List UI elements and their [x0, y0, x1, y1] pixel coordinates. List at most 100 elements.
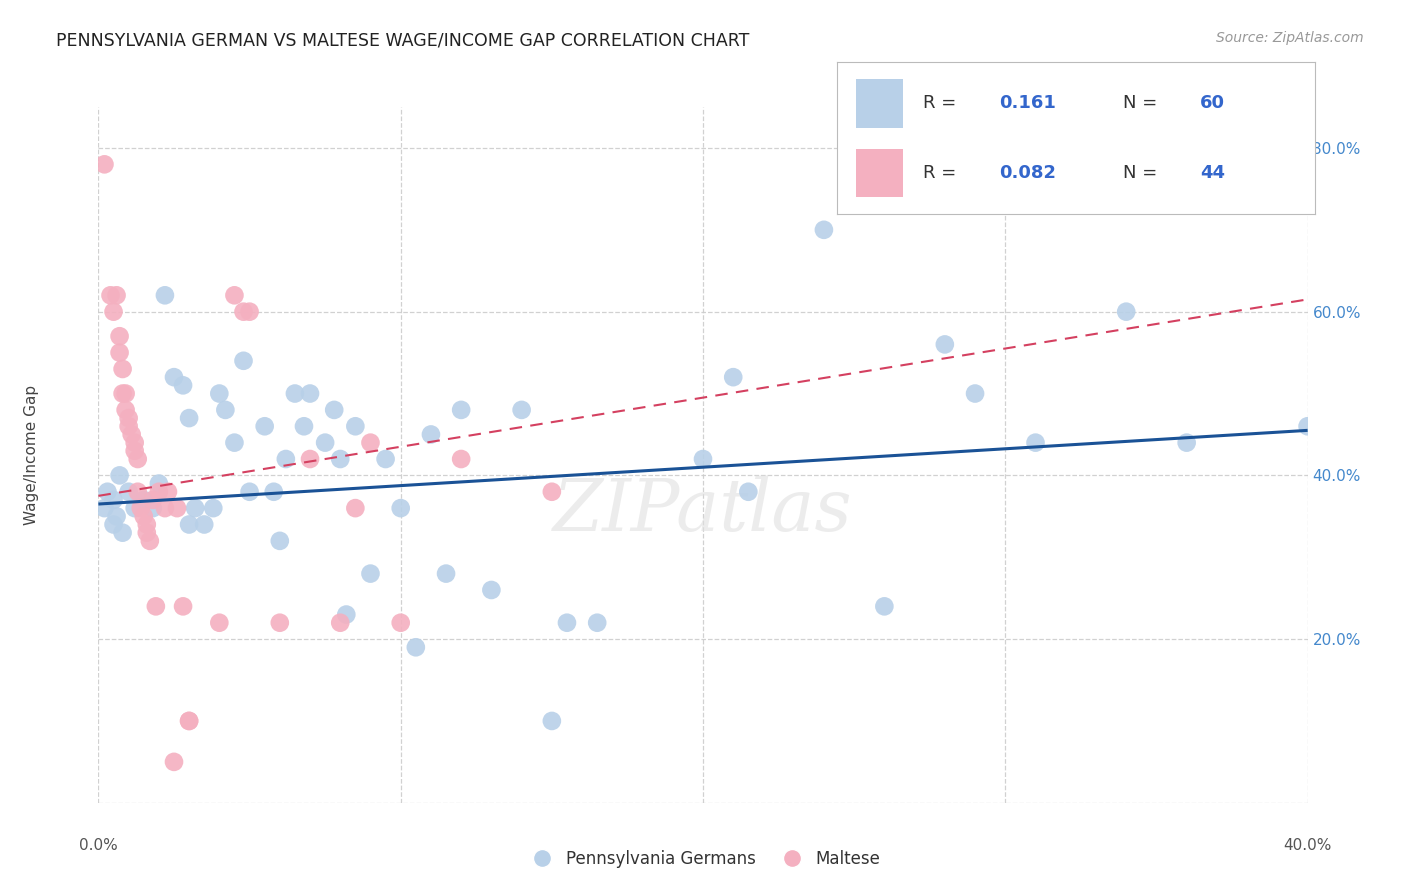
Point — [132, 509, 155, 524]
Point — [153, 288, 176, 302]
Point — [1296, 419, 1319, 434]
Point — [1175, 435, 1198, 450]
Point — [723, 370, 745, 384]
Point — [127, 452, 149, 467]
Point — [108, 329, 131, 343]
Point — [111, 525, 134, 540]
Point — [172, 599, 194, 614]
Point — [93, 157, 115, 171]
Text: N =: N = — [1123, 164, 1157, 182]
Point — [124, 435, 146, 450]
Point — [179, 714, 201, 728]
Point — [132, 492, 155, 507]
Point — [145, 599, 167, 614]
Point — [129, 501, 152, 516]
Bar — [856, 79, 904, 128]
Point — [737, 484, 759, 499]
Text: 44: 44 — [1199, 164, 1225, 182]
Point — [232, 353, 254, 368]
Point — [179, 517, 201, 532]
Text: ZIPatlas: ZIPatlas — [553, 475, 853, 546]
Point — [292, 419, 315, 434]
Point — [105, 509, 128, 524]
Point — [93, 501, 115, 516]
Point — [965, 386, 987, 401]
Point — [124, 443, 146, 458]
Point — [269, 615, 291, 630]
Point — [111, 362, 134, 376]
Point — [434, 566, 457, 581]
Text: 0.082: 0.082 — [1000, 164, 1056, 182]
Point — [1115, 304, 1137, 318]
Point — [103, 492, 125, 507]
Point — [184, 501, 207, 516]
Point — [224, 288, 246, 302]
Point — [193, 517, 215, 532]
Point — [121, 427, 143, 442]
Point — [179, 411, 201, 425]
Point — [299, 386, 322, 401]
Text: 0.0%: 0.0% — [79, 838, 118, 853]
Point — [108, 468, 131, 483]
Point — [329, 452, 352, 467]
Point — [118, 411, 141, 425]
Point — [510, 403, 533, 417]
Legend: Pennsylvania Germans, Maltese: Pennsylvania Germans, Maltese — [519, 844, 887, 875]
Point — [139, 533, 162, 548]
Point — [103, 517, 125, 532]
Point — [163, 370, 186, 384]
Point — [142, 492, 165, 507]
Point — [111, 386, 134, 401]
Point — [179, 714, 201, 728]
Point — [540, 714, 562, 728]
Point — [335, 607, 357, 622]
Point — [405, 640, 427, 655]
Point — [481, 582, 503, 597]
Point — [873, 599, 896, 614]
Point — [100, 288, 122, 302]
Point — [934, 337, 956, 351]
Point — [813, 223, 835, 237]
Point — [274, 452, 297, 467]
Bar — [856, 149, 904, 197]
Point — [118, 484, 141, 499]
Text: Source: ZipAtlas.com: Source: ZipAtlas.com — [1216, 31, 1364, 45]
Point — [239, 484, 262, 499]
Point — [114, 386, 136, 401]
Text: 60: 60 — [1199, 95, 1225, 112]
Point — [163, 755, 186, 769]
Point — [555, 615, 578, 630]
Point — [389, 501, 412, 516]
Point — [586, 615, 609, 630]
Point — [253, 419, 276, 434]
Point — [208, 615, 231, 630]
Point — [105, 288, 128, 302]
Text: R =: R = — [922, 95, 956, 112]
Point — [389, 615, 412, 630]
Point — [118, 419, 141, 434]
Point — [148, 476, 170, 491]
Point — [114, 403, 136, 417]
Point — [239, 304, 262, 318]
Point — [360, 566, 382, 581]
Point — [314, 435, 336, 450]
Point — [692, 452, 714, 467]
Text: N =: N = — [1123, 95, 1157, 112]
Point — [284, 386, 307, 401]
Point — [172, 378, 194, 392]
Point — [450, 452, 472, 467]
Point — [374, 452, 396, 467]
Point — [1024, 435, 1046, 450]
Point — [214, 403, 236, 417]
Point — [329, 615, 352, 630]
Point — [208, 386, 231, 401]
Point — [420, 427, 443, 442]
Point — [344, 419, 367, 434]
Point — [166, 501, 188, 516]
Text: PENNSYLVANIA GERMAN VS MALTESE WAGE/INCOME GAP CORRELATION CHART: PENNSYLVANIA GERMAN VS MALTESE WAGE/INCO… — [56, 31, 749, 49]
Point — [299, 452, 322, 467]
Point — [96, 484, 118, 499]
Point — [142, 501, 165, 516]
Point — [344, 501, 367, 516]
Point — [450, 403, 472, 417]
